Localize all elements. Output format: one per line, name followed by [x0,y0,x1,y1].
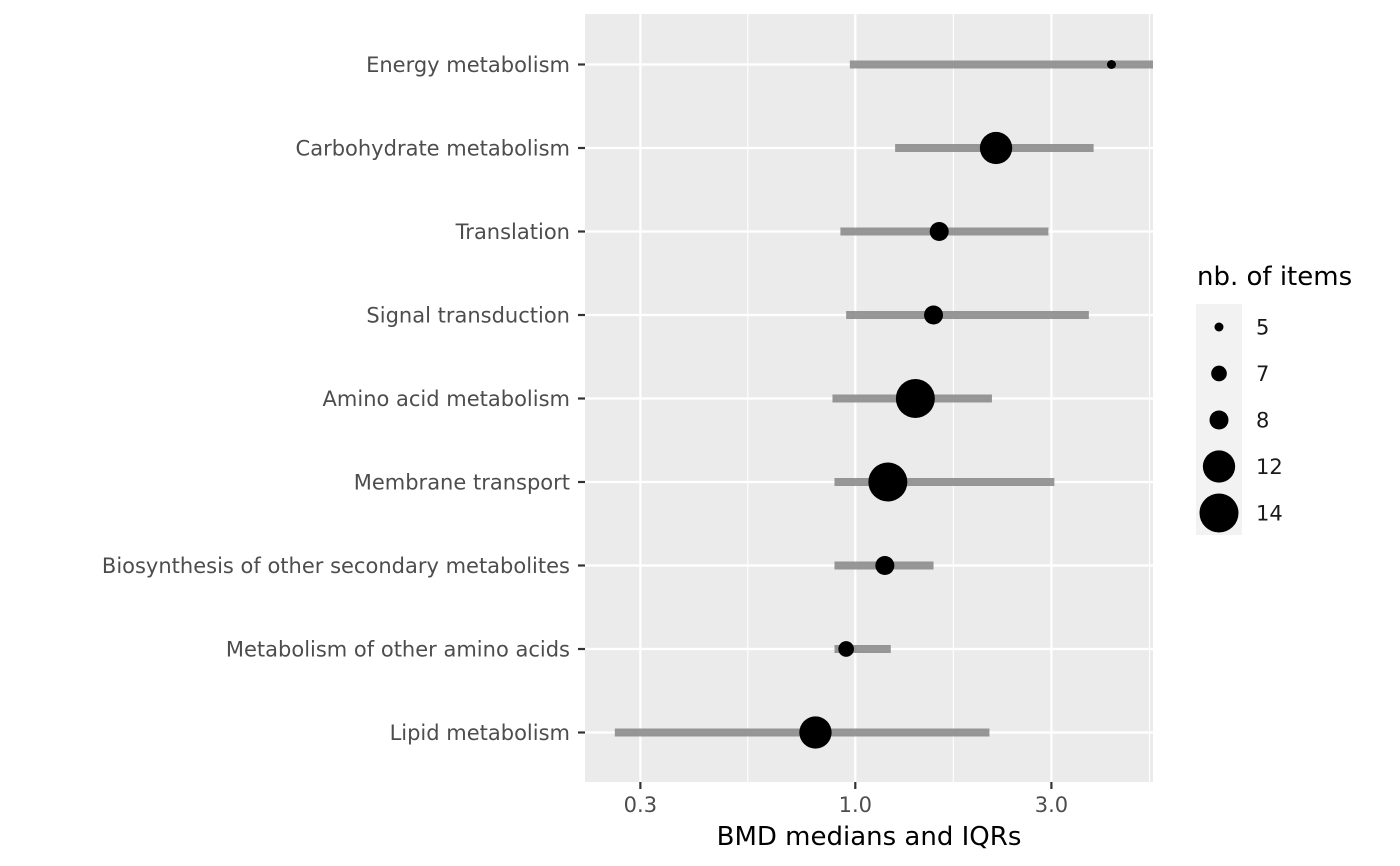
legend-label: 8 [1256,409,1269,433]
legend-title: nb. of items [1197,262,1352,292]
median-point [838,641,854,657]
category-label: Translation [455,220,570,244]
x-tick-label: 1.0 [839,793,872,817]
x-axis-title: BMD medians and IQRs [717,822,1022,852]
median-points [799,60,1116,749]
category-label: Lipid metabolism [390,721,570,745]
legend-key [1202,450,1236,483]
x-tick-label: 0.3 [624,793,657,817]
legend-key [1209,410,1229,430]
median-point [799,716,832,749]
legend-label: 14 [1256,502,1283,526]
legend-key [1199,493,1239,533]
legend-key [1211,365,1227,382]
category-label: Biosynthesis of other secondary metaboli… [102,554,570,578]
x-axis: 0.3 1.0 3.0 [624,782,1068,817]
legend-label: 7 [1256,362,1269,386]
legend-keys: 5 7 8 12 14 [1199,316,1283,533]
median-point [924,305,944,325]
legend: nb. of items 5 7 8 12 14 [1196,262,1352,535]
x-tick-label: 3.0 [1035,793,1068,817]
category-label: Carbohydrate metabolism [296,137,570,161]
median-point [1106,60,1116,69]
category-label: Amino acid metabolism [323,387,570,411]
median-point [895,379,935,418]
legend-label: 12 [1256,455,1283,479]
category-label: Membrane transport [354,471,570,495]
legend-label: 5 [1256,316,1269,340]
median-point [868,462,908,502]
median-point [875,556,895,575]
median-point [929,222,949,241]
legend-key [1214,322,1224,332]
category-label: Signal transduction [366,304,570,328]
category-label: Metabolism of other amino acids [226,638,570,662]
median-point [979,131,1013,165]
y-axis: Energy metabolism Carbohydrate metabolism… [102,53,585,745]
category-label: Energy metabolism [366,53,570,77]
